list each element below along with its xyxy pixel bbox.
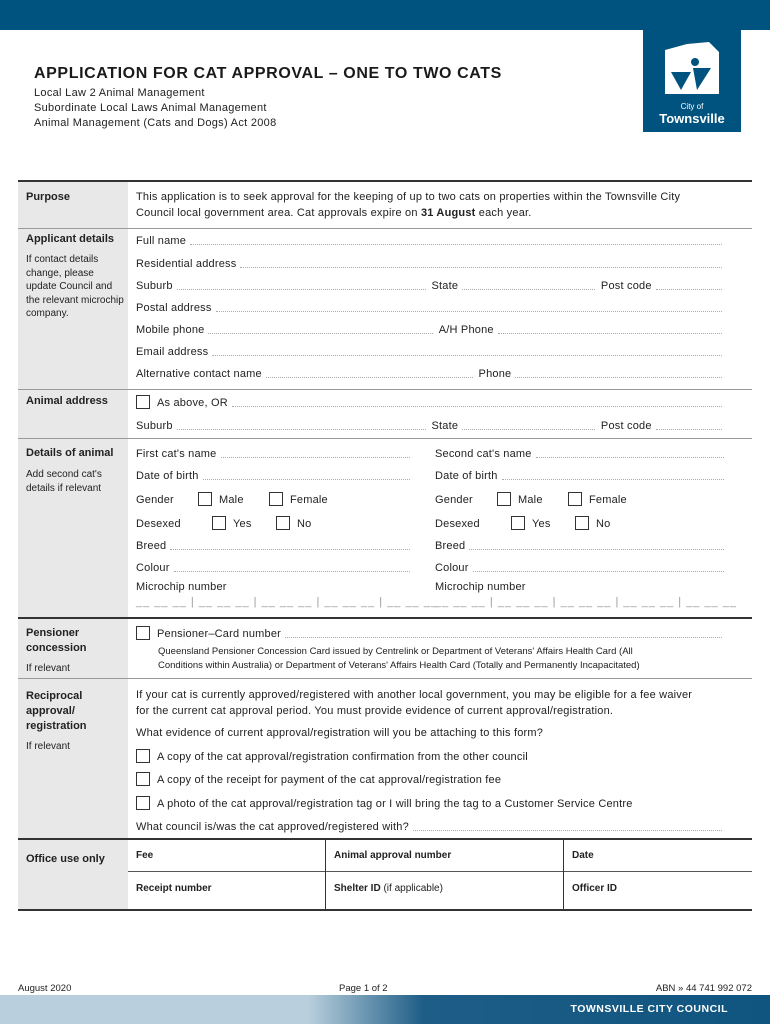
animal-details-label: Details of animal	[26, 447, 114, 459]
female-checkbox[interactable]	[568, 492, 582, 506]
checkbox[interactable]	[136, 395, 150, 409]
section-label-column	[18, 182, 128, 910]
header-bar	[0, 0, 770, 30]
evidence-question: What evidence of current approval/regist…	[136, 727, 544, 739]
gender-options[interactable]: Gender Male Female	[435, 492, 627, 506]
pensioner-checkbox[interactable]	[136, 626, 150, 640]
divider	[18, 617, 752, 619]
breed-field[interactable]: Breed	[136, 538, 416, 552]
gender-options[interactable]: Gender Male Female	[136, 492, 328, 506]
reciprocal-info: If your cat is currently approved/regist…	[136, 689, 693, 717]
subtitle: Local Law 2 Animal Management	[34, 87, 205, 99]
pensioner-note: If relevant	[26, 663, 70, 674]
colour-field[interactable]: Colour	[435, 560, 730, 574]
subtitle: Subordinate Local Laws Animal Management	[34, 102, 267, 114]
cat-name-field[interactable]: First cat's name	[136, 446, 416, 460]
female-checkbox[interactable]	[269, 492, 283, 506]
officer-cell: Officer ID	[572, 883, 618, 894]
reciprocal-label: Reciprocal approval/ registration	[26, 690, 87, 732]
office-use-label: Office use only	[26, 853, 105, 865]
reciprocal-note: If relevant	[26, 741, 70, 752]
desexed-options[interactable]: Desexed Yes No	[136, 516, 312, 530]
purpose-label: Purpose	[26, 191, 71, 203]
male-checkbox[interactable]	[497, 492, 511, 506]
footer-band: TOWNSVILLE CITY COUNCIL	[0, 995, 770, 1024]
animal-address-label: Animal address	[26, 395, 108, 407]
checkbox[interactable]	[136, 772, 150, 786]
pensioner-info: Queensland Pensioner Concession Card iss…	[158, 646, 640, 671]
page-title: APPLICATION FOR CAT APPROVAL – ONE TO TW…	[34, 65, 502, 82]
residential-address-field[interactable]: Residential address	[136, 256, 728, 270]
checkbox[interactable]	[136, 796, 150, 810]
divider	[18, 678, 752, 679]
yes-checkbox[interactable]	[511, 516, 525, 530]
shelter-cell: Shelter ID (if applicable)	[334, 883, 443, 894]
checkbox[interactable]	[136, 749, 150, 763]
purpose-text: This application is to seek approval for…	[136, 191, 681, 219]
evidence-option[interactable]: A copy of the cat approval/registration …	[136, 749, 528, 763]
alt-contact-fields[interactable]: Alternative contact name Phone	[136, 366, 728, 380]
animal-details-note: Add second cat's details if relevant	[26, 469, 102, 494]
cell-divider	[563, 840, 564, 910]
male-checkbox[interactable]	[198, 492, 212, 506]
townsville-logo: City of Townsville	[643, 30, 741, 132]
desexed-options[interactable]: Desexed Yes No	[435, 516, 611, 530]
evidence-option[interactable]: A copy of the receipt for payment of the…	[136, 772, 501, 786]
colour-field[interactable]: Colour	[136, 560, 416, 574]
postal-address-field[interactable]: Postal address	[136, 300, 728, 314]
dob-field[interactable]: Date of birth	[435, 468, 730, 482]
divider	[18, 438, 752, 439]
animal-suburb-state-postcode[interactable]: Suburb State Post code	[136, 418, 728, 432]
full-name-field[interactable]: Full name	[136, 233, 728, 247]
dob-field[interactable]: Date of birth	[136, 468, 416, 482]
receipt-cell: Receipt number	[136, 883, 212, 894]
evidence-option[interactable]: A photo of the cat approval/registration…	[136, 796, 633, 810]
divider	[18, 909, 752, 911]
as-above-checkbox[interactable]: As above, OR	[136, 395, 728, 409]
applicant-label: Applicant details	[26, 233, 115, 245]
microchip-label: Microchip number	[435, 581, 526, 593]
abn: ABN » 44 741 992 072	[655, 983, 752, 994]
cell-divider	[325, 840, 326, 910]
microchip-field[interactable]: __ __ __ | __ __ __ | __ __ __ | __ __ _…	[435, 596, 737, 608]
approval-number-cell: Animal approval number	[334, 850, 452, 861]
date-cell: Date	[572, 850, 594, 861]
pensioner-label: Pensioner concession	[26, 627, 87, 654]
yes-checkbox[interactable]	[212, 516, 226, 530]
microchip-field[interactable]: __ __ __ | __ __ __ | __ __ __ | __ __ _…	[136, 596, 438, 608]
email-field[interactable]: Email address	[136, 344, 728, 358]
no-checkbox[interactable]	[276, 516, 290, 530]
subtitle: Animal Management (Cats and Dogs) Act 20…	[34, 117, 277, 129]
council-field[interactable]: What council is/was the cat approved/reg…	[136, 819, 728, 833]
no-checkbox[interactable]	[575, 516, 589, 530]
suburb-state-postcode[interactable]: Suburb State Post code	[136, 278, 728, 292]
divider	[18, 389, 752, 390]
applicant-note: If contact details change, please update…	[26, 254, 124, 319]
breed-field[interactable]: Breed	[435, 538, 730, 552]
cat-name-field[interactable]: Second cat's name	[435, 446, 730, 460]
microchip-label: Microchip number	[136, 581, 227, 593]
divider	[128, 871, 752, 872]
page-number: Page 1 of 2	[339, 983, 388, 994]
pensioner-card-field[interactable]: Pensioner–Card number	[136, 626, 728, 640]
divider	[18, 228, 752, 229]
fee-cell: Fee	[136, 850, 154, 861]
divider	[18, 838, 752, 840]
divider	[18, 180, 752, 182]
footer-date: August 2020	[18, 983, 72, 994]
council-name: TOWNSVILLE CITY COUNCIL	[570, 1003, 728, 1015]
phone-fields[interactable]: Mobile phone A/H Phone	[136, 322, 728, 336]
